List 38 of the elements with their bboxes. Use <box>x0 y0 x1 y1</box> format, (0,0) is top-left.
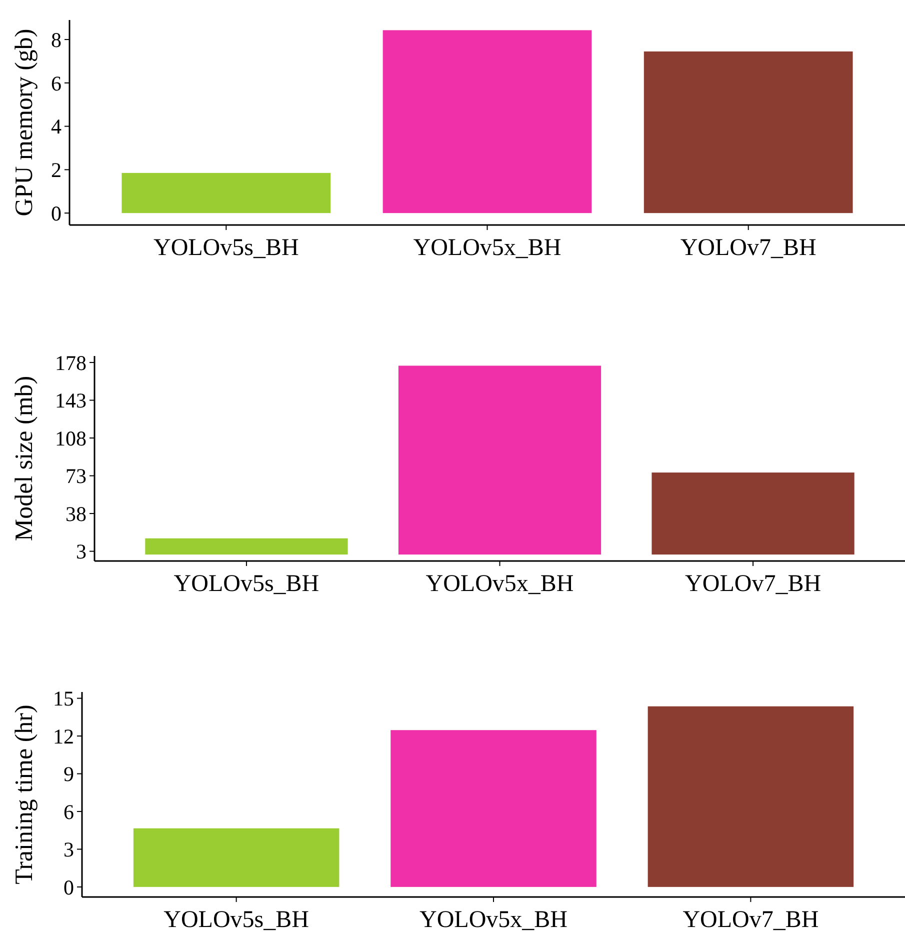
y-tick-label: 73 <box>66 464 86 488</box>
y-tick-label: 4 <box>51 114 62 139</box>
y-tick-label: 2 <box>51 158 62 182</box>
x-tick-label: YOLOv5x_BH <box>413 235 562 261</box>
y-tick-label: 3 <box>64 838 74 862</box>
x-tick-label: YOLOv7_BH <box>685 571 822 597</box>
x-tick-label: YOLOv7_BH <box>680 235 816 261</box>
x-tick-label: YOLOv5s_BH <box>164 907 309 933</box>
bar <box>648 706 854 887</box>
bar <box>133 828 340 887</box>
y-tick-label: 178 <box>55 350 86 375</box>
bar <box>390 730 596 887</box>
bar <box>122 172 331 214</box>
y-tick-label: 0 <box>51 201 62 226</box>
y-tick-label: 15 <box>53 686 74 711</box>
y-tick-label: 3 <box>76 540 86 564</box>
y-tick-label: 9 <box>64 762 74 786</box>
y-tick-label: 6 <box>64 800 74 824</box>
bar <box>145 538 348 555</box>
bar <box>644 51 853 214</box>
y-axis-title: GPU memory (gb) <box>11 28 38 216</box>
x-tick-label: YOLOv5x_BH <box>426 571 574 597</box>
y-tick-label: 12 <box>53 724 74 748</box>
bar <box>398 366 602 555</box>
y-axis-title: Training time (hr) <box>11 704 38 884</box>
x-tick-label: YOLOv5x_BH <box>420 907 568 933</box>
x-tick-label: YOLOv5s_BH <box>153 235 299 261</box>
bar <box>652 472 854 555</box>
y-tick-label: 108 <box>55 426 86 450</box>
bar <box>382 30 592 214</box>
y-tick-label: 6 <box>51 71 62 96</box>
y-tick-label: 0 <box>64 875 74 900</box>
y-tick-label: 38 <box>66 502 86 526</box>
x-tick-label: YOLOv5s_BH <box>174 571 320 597</box>
x-tick-label: YOLOv7_BH <box>682 907 819 933</box>
y-tick-label: 143 <box>55 388 86 413</box>
y-axis-title: Model size (mb) <box>11 376 38 542</box>
y-tick-label: 8 <box>51 28 62 52</box>
